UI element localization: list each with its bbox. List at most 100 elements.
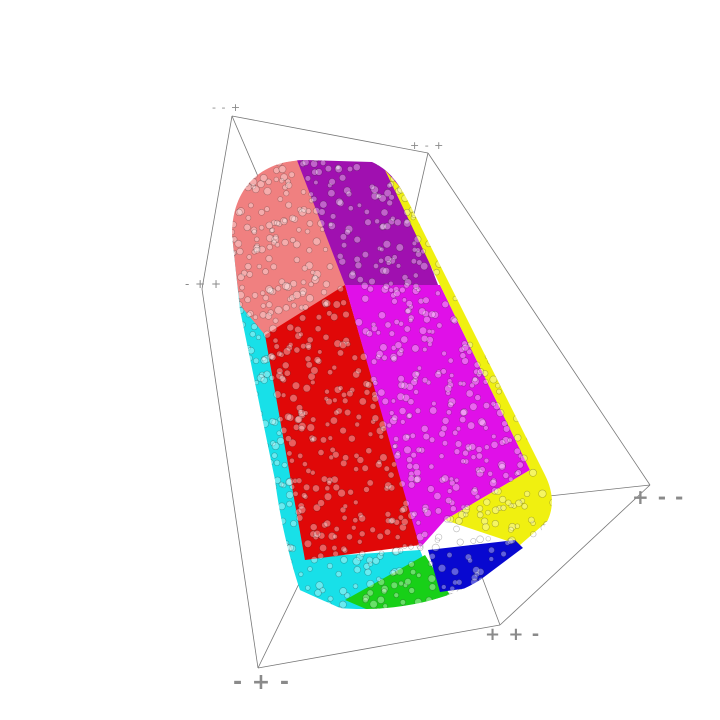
particle-bead: [474, 230, 482, 239]
particle-bead: [280, 559, 286, 566]
particle-bead: [473, 245, 481, 252]
particle-bead: [507, 437, 513, 443]
particle-bead: [242, 398, 250, 406]
particle-bead: [395, 606, 401, 610]
particle-bead: [393, 286, 400, 293]
particle-bead: [301, 492, 308, 499]
particle-bead: [251, 292, 259, 299]
particle-bead: [474, 493, 481, 500]
particle-bead: [401, 194, 409, 202]
particle-bead: [561, 418, 568, 425]
particle-bead: [486, 225, 495, 234]
particle-bead: [562, 253, 568, 259]
particle-bead: [436, 322, 443, 329]
particle-bead: [447, 357, 454, 364]
particle-bead: [467, 421, 476, 430]
particle-bead: [404, 578, 412, 586]
particle-bead: [535, 252, 543, 260]
particle-bead: [241, 383, 247, 389]
particle-bead: [342, 337, 350, 345]
particle-bead: [448, 233, 456, 240]
particle-bead: [390, 581, 398, 589]
particle-bead: [471, 574, 479, 582]
particle-bead: [451, 276, 460, 285]
particle-bead: [305, 361, 313, 369]
particle-bead: [232, 250, 236, 257]
particle-bead: [557, 371, 565, 379]
particle-bead: [402, 433, 410, 442]
particle-bead: [232, 557, 233, 565]
particle-bead: [432, 173, 439, 179]
region-red: [265, 285, 420, 560]
particle-bead: [399, 523, 407, 532]
particle-bead: [336, 252, 344, 260]
particle-bead: [536, 401, 543, 409]
particle-bead: [470, 538, 477, 544]
particle-bead: [527, 274, 533, 280]
particle-bead: [240, 380, 247, 387]
particle-bead: [310, 379, 316, 386]
particle-bead: [296, 227, 302, 233]
particle-bead: [373, 263, 379, 269]
particle-bead: [415, 286, 422, 292]
particle-bead: [399, 286, 406, 294]
particle-bead: [508, 566, 517, 576]
particle-bead: [307, 372, 316, 381]
particle-bead: [315, 357, 323, 365]
particle-bead: [305, 467, 312, 474]
particle-bead: [497, 364, 503, 370]
particle-bead: [431, 401, 437, 407]
particle-bead: [297, 409, 304, 415]
particle-bead: [556, 249, 563, 256]
particle-bead: [320, 475, 328, 483]
particle-bead: [497, 373, 505, 381]
particle-bead: [353, 499, 359, 506]
particle-bead: [294, 416, 302, 424]
particle-bead: [559, 582, 565, 588]
particle-bead: [242, 164, 251, 173]
particle-bead: [232, 605, 236, 610]
particle-bead: [414, 407, 422, 414]
particle-bead: [388, 484, 396, 492]
particle-bead: [236, 207, 245, 216]
particle-bead: [223, 422, 229, 428]
particle-bead: [501, 420, 508, 427]
particle-bead: [317, 449, 325, 456]
particle-bead: [479, 182, 486, 189]
particle-bead: [500, 550, 507, 557]
particle-bead: [327, 595, 334, 602]
particle-bead: [483, 444, 490, 451]
particle-bead: [262, 564, 270, 573]
particle-bead: [370, 321, 377, 328]
particle-bead: [310, 269, 316, 275]
particle-bead: [253, 357, 260, 364]
particle-bead: [529, 241, 538, 250]
bbox-edge: [499, 484, 651, 626]
particle-bead: [332, 451, 340, 459]
particle-bead: [449, 315, 458, 324]
particle-bead: [499, 605, 508, 610]
particle-bead: [252, 391, 259, 397]
particle-bead: [490, 401, 496, 407]
particle-bead: [478, 163, 485, 170]
particle-bead: [494, 487, 502, 495]
particle-bead: [554, 321, 561, 328]
particle-bead: [232, 315, 238, 324]
particle-bead: [241, 552, 249, 561]
particle-bead: [225, 344, 231, 350]
particle-bead: [476, 505, 484, 512]
particle-bead: [290, 280, 298, 288]
region-magenta: [345, 285, 530, 548]
particle-bead: [459, 245, 468, 254]
particle-bead: [248, 442, 254, 448]
particle-bead: [428, 463, 435, 470]
particle-bead: [272, 234, 279, 240]
particle-bead: [378, 257, 384, 264]
particle-bead: [271, 418, 279, 426]
particle-bead: [299, 160, 306, 168]
particle-bead: [366, 556, 374, 564]
particle-bead: [557, 585, 565, 593]
particle-bead: [484, 350, 492, 358]
particle-bead: [427, 485, 435, 493]
